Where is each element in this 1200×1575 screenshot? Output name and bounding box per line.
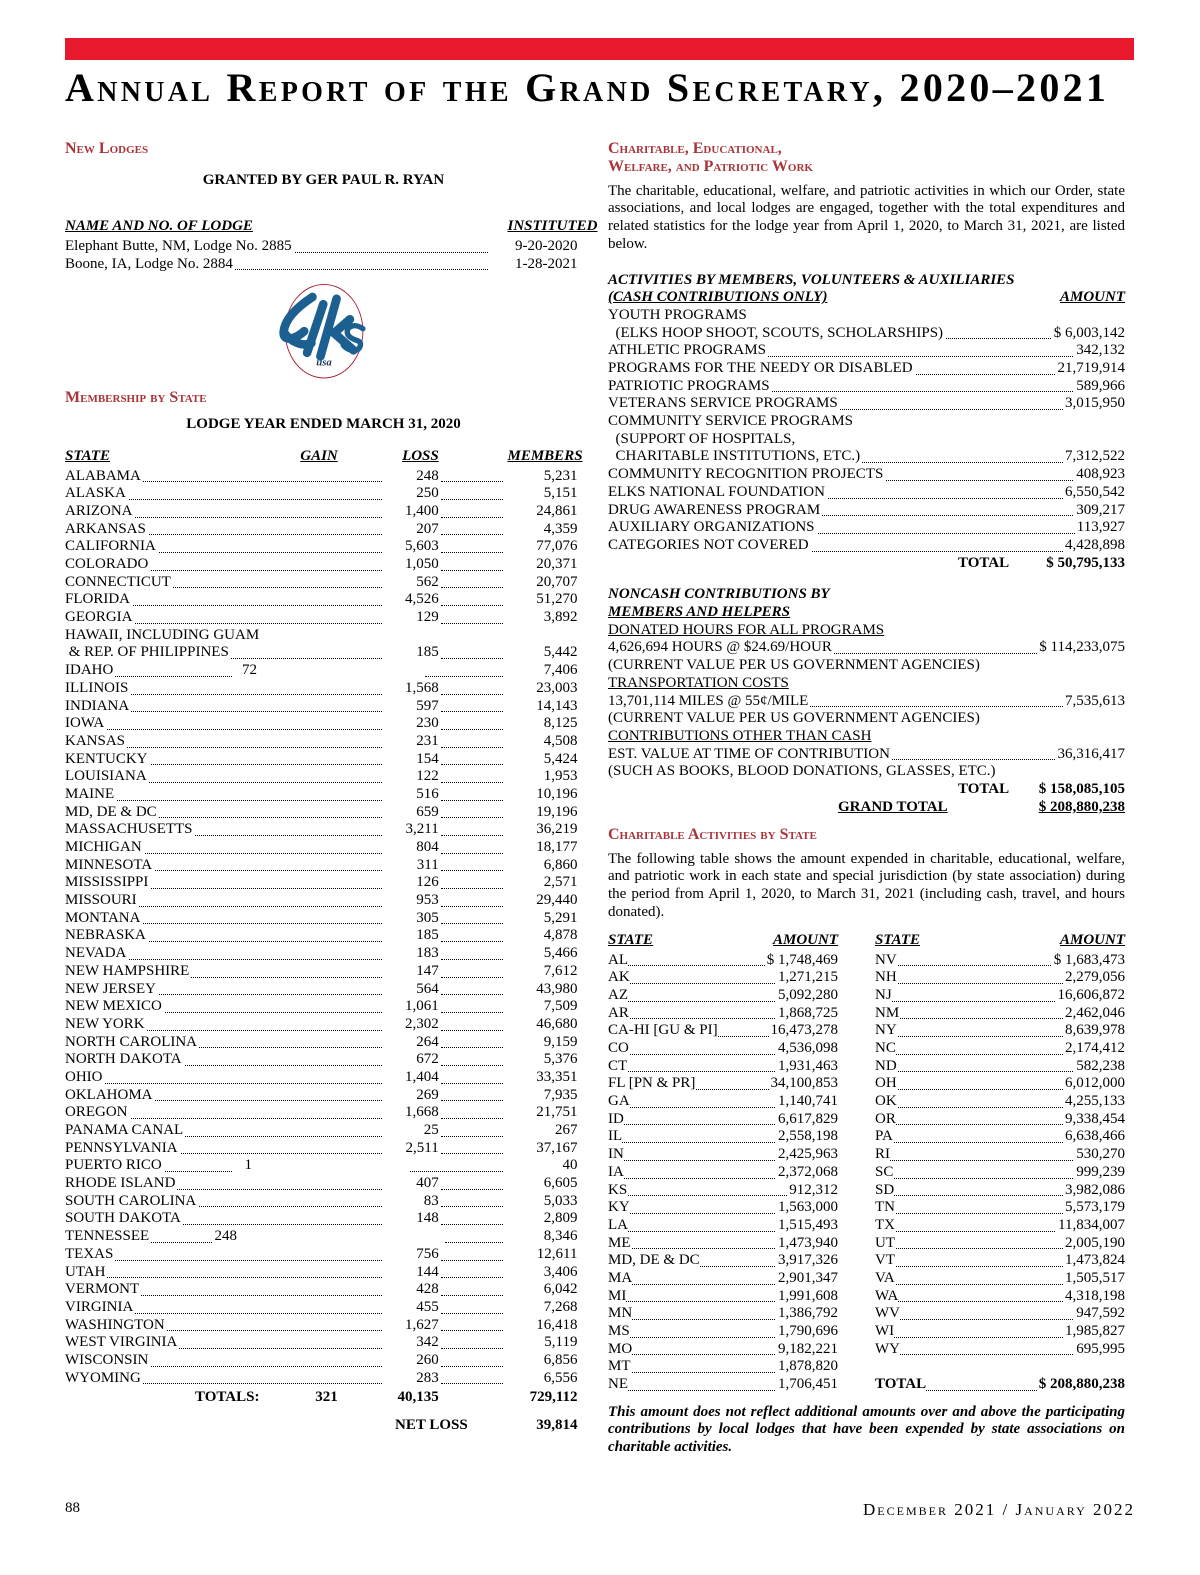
svg-text:usa: usa [316, 357, 332, 369]
